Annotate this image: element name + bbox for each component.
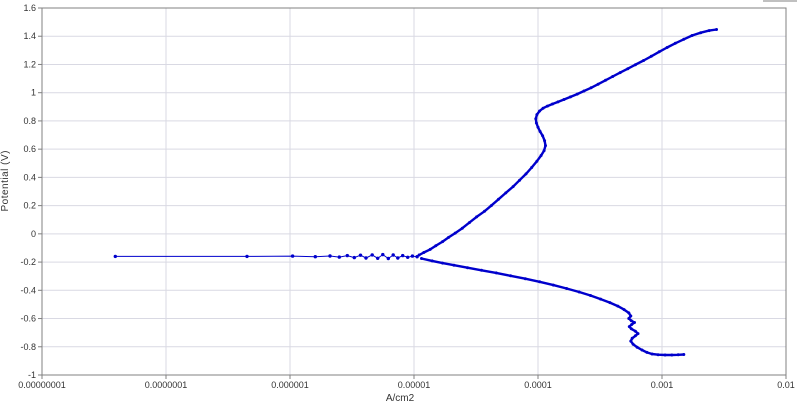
x-axis-title: A/cm2 xyxy=(385,393,415,401)
y-tick-label: -0.4 xyxy=(20,285,36,295)
y-tick-label: 0.6 xyxy=(23,144,36,154)
gridlines xyxy=(41,7,787,376)
y-tick-label: 0 xyxy=(31,229,36,239)
y-tick-label: 0.8 xyxy=(23,116,36,126)
series-ocp-scatter xyxy=(113,252,419,261)
y-tick-label: 1 xyxy=(31,88,36,98)
y-tick-label: 0.4 xyxy=(23,172,36,182)
clipped-legend-line xyxy=(763,0,797,2)
x-tick-label: 0.000001 xyxy=(271,380,309,390)
y-tick-label: 1.6 xyxy=(23,3,36,13)
x-tick-label: 0.00001 xyxy=(398,380,431,390)
x-tick-label: 0.0000001 xyxy=(145,380,188,390)
y-tick-label: -0.6 xyxy=(20,314,36,324)
axis-ticks-and-labels: 0.00000001 0.0000001 0.000001 0.00001 0.0001… xyxy=(18,3,795,390)
y-tick-label: -1 xyxy=(28,370,36,380)
series-anodic-branch xyxy=(417,28,718,257)
y-tick-label: 1.2 xyxy=(23,59,36,69)
series-cathodic-branch xyxy=(420,257,686,357)
x-tick-label: 0.01 xyxy=(777,380,795,390)
x-tick-label: 0.00000001 xyxy=(18,380,66,390)
x-tick-label: 0.0001 xyxy=(524,380,552,390)
y-tick-label: 0.2 xyxy=(23,201,36,211)
y-tick-label: -0.8 xyxy=(20,342,36,352)
y-tick-label: 1.4 xyxy=(23,31,36,41)
y-axis-title: Potential (V) xyxy=(0,150,11,212)
x-tick-label: 0.001 xyxy=(651,380,674,390)
y-tick-label: -0.2 xyxy=(20,257,36,267)
